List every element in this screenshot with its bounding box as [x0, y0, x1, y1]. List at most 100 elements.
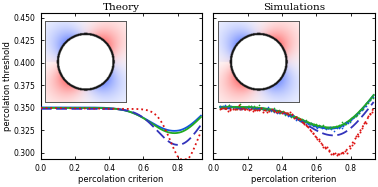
Point [221, 106, 227, 109]
Point [258, 106, 264, 109]
Point [311, 124, 317, 127]
Point [308, 122, 314, 125]
Point [219, 106, 225, 109]
Point [242, 107, 248, 110]
Point [301, 119, 307, 122]
Point [356, 111, 362, 114]
Point [357, 131, 363, 134]
Point [234, 105, 240, 108]
Point [357, 108, 363, 111]
Point [228, 105, 234, 108]
Point [242, 107, 248, 110]
Point [334, 154, 340, 157]
Point [336, 126, 342, 129]
Point [248, 105, 254, 108]
Point [360, 107, 366, 110]
Point [244, 108, 250, 111]
Point [304, 118, 310, 121]
Point [232, 107, 238, 110]
Point [219, 106, 225, 109]
Point [228, 105, 234, 108]
Point [295, 118, 301, 121]
Point [222, 106, 228, 109]
Point [251, 106, 257, 109]
Point [350, 116, 356, 119]
Point [364, 102, 370, 105]
Point [281, 111, 287, 114]
Point [368, 97, 374, 100]
Point [307, 122, 313, 125]
Point [291, 117, 297, 119]
Point [285, 113, 291, 116]
Point [347, 119, 353, 122]
Point [263, 109, 270, 112]
Point [254, 105, 260, 108]
Point [288, 115, 294, 118]
Point [348, 119, 354, 122]
Point [256, 108, 262, 111]
Point [223, 106, 229, 109]
Point [296, 117, 302, 119]
Point [350, 116, 356, 119]
Point [305, 125, 311, 128]
Point [226, 104, 232, 107]
Point [290, 114, 296, 117]
Point [226, 103, 232, 106]
Point [223, 107, 229, 110]
Title: Theory: Theory [103, 4, 140, 13]
Point [328, 126, 334, 129]
Point [291, 114, 297, 117]
Point [282, 112, 288, 115]
Point [359, 126, 365, 129]
Point [250, 109, 256, 112]
Point [268, 107, 274, 110]
Point [308, 130, 314, 133]
Point [271, 110, 277, 113]
Point [220, 105, 226, 108]
Point [297, 117, 303, 120]
Point [362, 105, 368, 108]
Point [239, 108, 245, 111]
Point [240, 105, 246, 108]
Point [293, 118, 299, 121]
Point [338, 151, 344, 154]
Point [249, 107, 256, 110]
Point [344, 120, 350, 123]
Point [331, 125, 337, 128]
Point [270, 109, 276, 112]
Point [357, 108, 363, 111]
Point [268, 108, 274, 111]
Point [347, 146, 353, 149]
Point [277, 109, 283, 112]
Point [274, 112, 280, 115]
Point [294, 117, 300, 120]
Point [359, 109, 365, 112]
Point [234, 107, 240, 110]
Point [256, 104, 262, 107]
Point [308, 121, 314, 124]
Point [316, 137, 322, 140]
Point [275, 111, 281, 114]
Point [282, 113, 288, 116]
Point [311, 134, 318, 137]
Point [271, 109, 277, 112]
Point [262, 108, 268, 111]
Point [235, 105, 242, 108]
Point [327, 127, 333, 130]
Point [245, 104, 251, 107]
Point [334, 125, 340, 128]
Point [260, 107, 266, 110]
Point [337, 124, 343, 127]
Point [325, 127, 331, 130]
Point [270, 108, 276, 111]
Point [354, 112, 360, 115]
Point [225, 105, 231, 108]
Point [319, 124, 325, 127]
Point [370, 96, 376, 99]
Point [355, 135, 361, 138]
Point [280, 110, 287, 113]
Point [305, 122, 311, 125]
Point [299, 121, 305, 124]
Point [344, 151, 350, 154]
Point [322, 126, 328, 129]
